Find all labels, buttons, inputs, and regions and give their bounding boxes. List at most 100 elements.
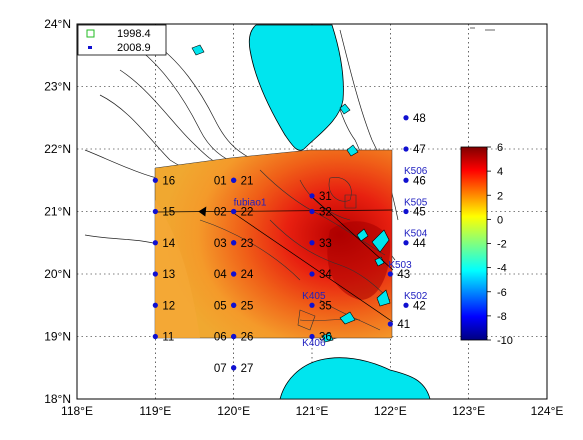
k-station-label: K504 (404, 229, 428, 240)
k-station-label: K502 (404, 291, 428, 302)
station-label: 36 (319, 332, 332, 344)
k-station-label: K505 (404, 197, 428, 208)
station-label: 23 (241, 238, 254, 250)
station-dot (309, 193, 315, 199)
colorbar-tick-label: 4 (497, 166, 503, 178)
k-station-labels: K506 K505 K504 K503 K502 K405 K406 (302, 166, 428, 349)
lat-tick-label: 19°N (44, 330, 71, 344)
station-label: 24 (241, 269, 254, 281)
station-dot (403, 208, 409, 215)
station-label: 16 (162, 175, 175, 187)
station-markers: 16 15 14 13 12 11 01 02 03 04 05 06 07 21 22 23 24 25 26 27… (152, 113, 426, 375)
station-label: 03 (214, 238, 227, 250)
station-label: 41 (397, 319, 410, 331)
station-dot (152, 240, 158, 246)
lon-tick-label: 121°E (296, 404, 329, 418)
station-dot (387, 321, 393, 327)
k-station-label: K506 (404, 166, 428, 177)
station-dot (231, 208, 237, 215)
station-label: 32 (319, 207, 332, 219)
station-label: 44 (413, 238, 426, 250)
colorbar-tick-labels: 6 4 2 0 -2 -4 -6 -8 -10 (487, 142, 513, 347)
station-label: 47 (413, 144, 426, 156)
lat-tick-label: 23°N (44, 80, 71, 94)
lon-tick-label: 123°E (452, 404, 485, 418)
lon-tick-label: 118°E (61, 404, 93, 418)
station-dot (152, 177, 158, 183)
station-label: 35 (319, 300, 332, 312)
latitude-tick-labels: 18°N 19°N 20°N 21°N 22°N 23°N 24°N (44, 17, 71, 406)
station-dot (152, 333, 158, 340)
lat-tick-label: 22°N (44, 142, 71, 156)
station-label: 31 (319, 191, 332, 203)
station-dot (309, 271, 315, 277)
station-label: 46 (413, 175, 426, 187)
buoy-label: fubiao1 (234, 198, 267, 209)
station-label: 25 (241, 300, 254, 312)
station-dot (403, 146, 409, 152)
station-label: 02 (214, 207, 227, 219)
station-dot (231, 240, 237, 246)
station-label: 07 (214, 363, 227, 375)
station-dot (231, 302, 237, 308)
k-station-label: K406 (302, 338, 326, 349)
station-label: 45 (413, 207, 426, 219)
buoy-marker: fubiao1 (198, 198, 267, 217)
legend-square-icon (86, 29, 95, 38)
station-label: 11 (162, 332, 174, 344)
colorbar-tick-label: -8 (497, 311, 507, 323)
station-label: 05 (214, 300, 227, 312)
station-label: 43 (397, 269, 410, 281)
station-dot (231, 271, 237, 277)
anomaly-west (155, 200, 200, 338)
station-label: 21 (241, 175, 254, 187)
taiwan-landmass (248, 24, 344, 151)
station-dot (152, 302, 158, 308)
lat-tick-label: 18°N (44, 392, 71, 406)
station-dot (387, 271, 393, 277)
buoy-triangle-icon (198, 206, 207, 217)
station-dot (309, 333, 315, 340)
station-dot (403, 115, 409, 121)
colorbar: 6 4 2 0 -2 -4 -6 -8 -10 (460, 142, 513, 347)
lat-tick-label: 21°N (44, 205, 71, 219)
station-label: 33 (319, 238, 332, 250)
colorbar-tick-label: -6 (497, 287, 507, 299)
station-dot (152, 208, 158, 215)
k-station-label: K405 (302, 291, 326, 302)
legend: 1998.4 2008.9 (77, 24, 167, 56)
station-label: 34 (319, 269, 332, 281)
station-label: 15 (162, 207, 175, 219)
station-dot (403, 177, 409, 183)
legend-label-1998: 1998.4 (117, 28, 151, 40)
longitude-tick-labels: 118°E 119°E 120°E 121°E 122°E 123°E 124°E (61, 404, 563, 418)
station-dot (309, 208, 315, 215)
luzon-landmass (279, 357, 431, 400)
station-dot (231, 365, 237, 371)
transect-lines (154, 194, 394, 323)
colorbar-tick-label: -2 (497, 239, 507, 251)
lat-tick-label: 20°N (44, 267, 71, 281)
station-dot (231, 333, 237, 340)
lon-tick-label: 120°E (217, 404, 250, 418)
station-dot (231, 177, 237, 183)
lon-tick-label: 124°E (531, 404, 564, 418)
station-label: 06 (214, 332, 227, 344)
islands (191, 44, 391, 343)
field-contours (199, 169, 391, 331)
colorbar-tick-label: 0 (497, 214, 503, 226)
colorbar-tick-label: -10 (497, 335, 513, 347)
station-dot (152, 271, 158, 277)
legend-label-2008: 2008.9 (117, 42, 151, 54)
colorbar-tick-label: 2 (497, 190, 503, 202)
station-dot (403, 302, 409, 308)
station-label: 27 (241, 363, 254, 375)
station-dot (403, 240, 409, 246)
station-label: 01 (214, 175, 227, 187)
colorbar-gradient (460, 146, 488, 341)
colorbar-tick-label: 6 (497, 142, 503, 154)
station-label: 12 (162, 300, 175, 312)
station-label: 26 (241, 332, 254, 344)
station-label: 04 (214, 269, 227, 281)
legend-dot-icon (88, 46, 92, 49)
